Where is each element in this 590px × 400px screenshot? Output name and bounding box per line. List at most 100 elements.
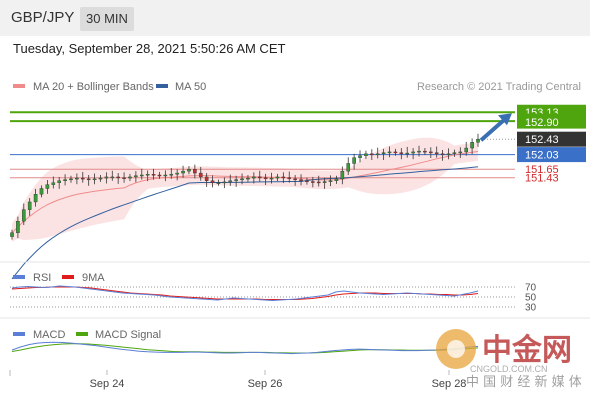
watermark-url: CNGOLD.COM.CN (470, 364, 548, 374)
macd-line (11, 341, 479, 355)
candle (181, 165, 185, 178)
candle (434, 146, 439, 158)
candle (375, 147, 380, 159)
candle-body (80, 177, 85, 180)
candle (257, 170, 262, 182)
candle-body (151, 174, 156, 176)
candle (287, 171, 292, 183)
candle (423, 148, 427, 155)
candle-body (446, 153, 451, 156)
rsi-level-label-50: 50 (525, 293, 537, 304)
candle (411, 148, 415, 160)
candle (116, 173, 120, 184)
chart-datetime: Tuesday, September 28, 2021 5:50:26 AM C… (13, 41, 286, 56)
candle (470, 138, 474, 155)
candle (293, 175, 297, 186)
candle (446, 148, 451, 160)
candle-body (464, 147, 469, 153)
candle (80, 171, 85, 183)
candle (346, 157, 351, 175)
price-label-152.43: 152.43 (525, 134, 559, 146)
candle-body (145, 174, 150, 176)
candle-body (311, 181, 315, 183)
ma50-line (11, 166, 479, 280)
candle (352, 153, 356, 170)
candle (134, 171, 138, 183)
candle-body (45, 184, 50, 189)
chart-header: GBP/JPY 30 MIN (0, 0, 590, 36)
candle-body (128, 176, 132, 179)
candle (139, 168, 144, 180)
candle (328, 175, 333, 187)
macd-panel (11, 341, 479, 355)
forecast-arrow-icon (479, 116, 508, 142)
candle (128, 173, 132, 182)
candle-body (204, 176, 209, 181)
candle-body (222, 181, 227, 184)
candle-body (122, 177, 126, 179)
candle (57, 176, 61, 189)
candle-body (86, 178, 91, 181)
candle (216, 179, 221, 186)
candle (92, 173, 97, 185)
chart-credit: Research © 2021 Trading Central (417, 81, 581, 93)
timeframe-button[interactable]: 30 MIN (80, 7, 134, 31)
watermark-subtitle: 中 国 财 经 新 媒 体 (466, 374, 582, 390)
candle (316, 175, 321, 187)
currency-pair: GBP/JPY (11, 9, 75, 26)
candle (305, 177, 309, 185)
candle (175, 169, 179, 181)
candle (157, 171, 162, 179)
candle-body (33, 194, 38, 203)
candle (187, 166, 191, 175)
candle-body (440, 153, 445, 156)
candle-body (69, 178, 73, 181)
candle (334, 175, 339, 184)
candle (417, 145, 421, 157)
candle (464, 141, 469, 156)
candle-body (358, 155, 362, 158)
candle-body (429, 151, 433, 154)
candle-body (393, 151, 398, 154)
candle-body (228, 180, 233, 183)
candle (75, 173, 79, 185)
candle (204, 173, 209, 187)
candle-body (104, 176, 109, 179)
candle (263, 173, 268, 186)
candle-body (293, 178, 297, 181)
price-label-151.65: 151.65 (525, 164, 559, 176)
candle-body (157, 174, 162, 177)
watermark-title: 中金网 (482, 333, 572, 368)
rsi-legend-swatch (13, 275, 25, 279)
candle-body (210, 180, 215, 183)
candle-body (187, 169, 191, 172)
price-label-152.03: 152.03 (525, 150, 559, 162)
macd-signal-legend-label: MACD Signal (95, 329, 161, 341)
candle-body (405, 152, 410, 155)
candle-body (263, 177, 268, 180)
candle (275, 173, 280, 182)
candle (452, 149, 457, 157)
candle (387, 146, 392, 158)
candle (246, 175, 250, 182)
candle (405, 146, 410, 158)
ma20-legend-swatch (13, 84, 25, 88)
candle (86, 175, 91, 186)
watermark-logo-inner-icon (447, 340, 465, 358)
macd-legend-label: MACD (33, 329, 65, 341)
ma20-legend-label: MA 20 + Bollinger Bands (33, 81, 154, 93)
candle-body (169, 174, 174, 176)
candle-body (27, 201, 32, 210)
candle (33, 188, 38, 207)
candle-body (163, 174, 168, 177)
x-tick-label: Sep 24 (90, 378, 125, 390)
candle (169, 168, 174, 179)
candle-body (116, 176, 120, 179)
candle (234, 175, 238, 187)
candle (381, 148, 386, 160)
price-tag-152.43 (517, 131, 586, 147)
x-tick-label: Sep 28 (432, 378, 467, 390)
candle-body (175, 172, 179, 175)
forecast-arrow-head-icon (498, 113, 512, 126)
